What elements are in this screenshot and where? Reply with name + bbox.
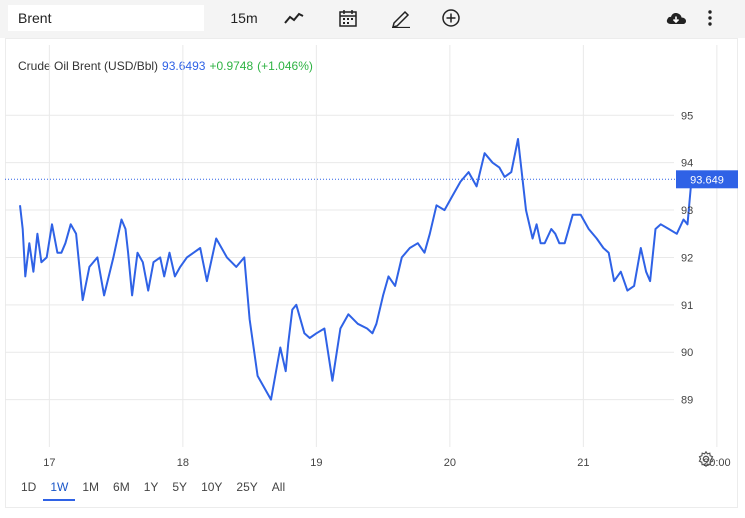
symbol-search-input[interactable]: [8, 5, 204, 31]
price-series-line: [19, 138, 693, 401]
y-tick-label: 91: [681, 300, 693, 312]
y-tick-label: 94: [681, 158, 693, 170]
last-price-badge: [676, 170, 738, 189]
download-button[interactable]: [662, 5, 690, 31]
chart-frame: [5, 38, 738, 508]
x-tick-label: 20:00: [703, 457, 731, 469]
range-button-5y[interactable]: 5Y: [172, 480, 188, 494]
pencil-icon: [391, 10, 410, 28]
y-tick-label: 93: [681, 205, 693, 217]
x-tick-label: 18: [177, 457, 189, 469]
range-button-1y[interactable]: 1Y: [143, 480, 159, 494]
gear-icon[interactable]: [697, 450, 715, 468]
range-button-all[interactable]: All: [271, 480, 286, 494]
current-price: 93.6493: [162, 59, 206, 73]
more-vertical-icon: [708, 10, 712, 26]
interval-selector[interactable]: 15m: [224, 5, 264, 31]
more-button[interactable]: [702, 5, 718, 31]
range-button-1w[interactable]: 1W: [43, 475, 76, 501]
cloud-download-icon: [666, 13, 686, 24]
last-price-label: 93.649: [690, 174, 724, 186]
range-selector: 1D 1W 1M 6M 1Y 5Y 10Y 25Y All: [0, 475, 292, 501]
x-tick-label: 20: [444, 457, 456, 469]
range-button-25y[interactable]: 25Y: [236, 480, 258, 494]
price-chart[interactable]: Crude Oil Brent (USD/Bbl) 93.6493 +0.9748 (…: [0, 0, 745, 475]
quote-header: Crude Oil Brent (USD/Bbl) 93.6493 +0.9748 (…: [18, 59, 313, 73]
range-button-10y[interactable]: 10Y: [201, 480, 223, 494]
price-change-percent: (+1.046%): [257, 59, 313, 73]
instrument-name: Crude Oil Brent (USD/Bbl): [18, 59, 158, 73]
line-chart-icon: [284, 12, 304, 24]
y-tick-label: 95: [681, 110, 693, 122]
chart-type-button[interactable]: [280, 5, 308, 31]
calendar-icon: [339, 10, 357, 27]
interval-label: 15m: [230, 10, 258, 26]
x-tick-label: 19: [310, 457, 322, 469]
draw-button[interactable]: [387, 5, 415, 31]
date-range-button[interactable]: [334, 5, 362, 31]
add-indicator-button[interactable]: [437, 5, 465, 31]
plus-circle-icon: [442, 9, 460, 27]
range-button-1d[interactable]: 1D: [21, 480, 37, 494]
y-tick-label: 90: [681, 347, 693, 359]
x-tick-label: 17: [43, 457, 55, 469]
y-tick-label: 92: [681, 252, 693, 264]
range-button-6m[interactable]: 6M: [113, 480, 130, 494]
x-tick-label: 21: [577, 457, 589, 469]
price-change: +0.9748: [209, 59, 253, 73]
toolbar: 15m: [0, 0, 745, 38]
range-button-1m[interactable]: 1M: [82, 480, 100, 494]
y-tick-label: 89: [681, 395, 693, 407]
